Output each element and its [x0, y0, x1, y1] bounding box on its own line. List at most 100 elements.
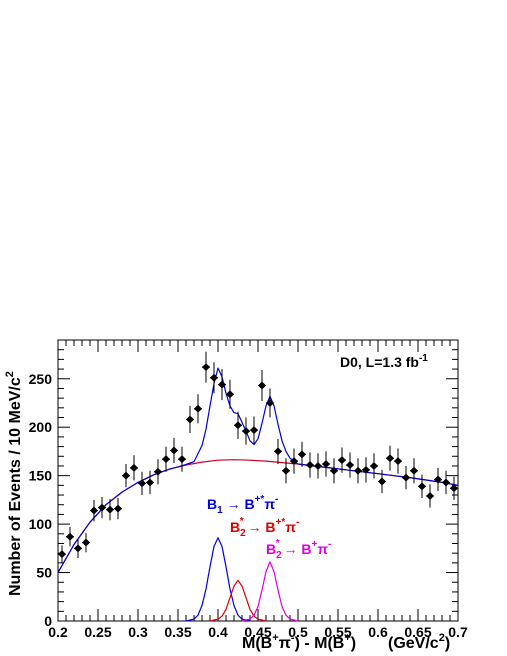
data-point — [298, 441, 306, 467]
data-point — [442, 470, 450, 495]
annotation-b2-bstar: B2* → B+*π- — [230, 516, 299, 539]
y-tick-label: 0 — [44, 613, 52, 629]
plot-frame — [57, 339, 459, 622]
point-marker — [410, 466, 418, 475]
y-tick-label: 50 — [36, 565, 52, 581]
data-point — [330, 458, 338, 484]
data-point — [346, 452, 354, 478]
y-tick-labels: 0 50 100 150 200 250 — [29, 371, 53, 629]
point-marker — [74, 544, 82, 553]
annotation-b1: B1 → B+*π- — [207, 494, 278, 516]
data-point — [434, 467, 442, 492]
x-axis-unit: (GeV/c2) — [388, 632, 450, 652]
data-point — [66, 527, 74, 547]
data-point — [74, 538, 82, 559]
y-tick-label: 250 — [29, 371, 53, 387]
point-marker — [98, 503, 106, 512]
data-point — [250, 416, 258, 444]
data-point — [218, 369, 226, 401]
x-tick-label: 0.65 — [404, 624, 431, 640]
point-marker — [346, 460, 354, 469]
data-point — [130, 455, 138, 481]
x-tick-labels: 0.2 0.25 0.3 0.35 0.4 0.45 0.5 0.55 0.6 0.65 0.7 — [48, 624, 468, 640]
data-point — [202, 351, 210, 383]
fit-curve-b2-b-pi-peak — [209, 579, 267, 622]
point-marker — [242, 427, 250, 436]
axis-ticks — [57, 339, 459, 622]
x-tick-label: 0.7 — [448, 624, 468, 640]
point-marker — [402, 473, 410, 482]
point-marker — [138, 479, 146, 488]
x-tick-label: 0.6 — [368, 624, 388, 640]
data-point — [90, 499, 98, 522]
data-point — [122, 464, 130, 488]
data-point — [426, 484, 434, 508]
point-marker — [370, 461, 378, 470]
point-marker — [338, 456, 346, 465]
point-marker — [90, 506, 98, 515]
data-point — [194, 394, 202, 424]
point-marker — [194, 404, 202, 413]
data-point — [314, 453, 322, 479]
point-marker — [130, 463, 138, 472]
x-axis-title: M(B+π-) - M(B+) — [242, 632, 356, 652]
data-point — [114, 497, 122, 520]
data-point — [186, 405, 194, 434]
point-marker — [282, 466, 290, 475]
data-points — [58, 351, 458, 563]
point-marker — [274, 447, 282, 456]
data-point — [98, 496, 106, 519]
x-tick-label: 0.35 — [164, 624, 191, 640]
point-marker — [442, 478, 450, 487]
point-marker — [394, 457, 402, 466]
x-tick-label: 0.2 — [48, 624, 68, 640]
y-tick-label: 100 — [29, 516, 53, 532]
point-marker — [210, 373, 218, 382]
data-point — [178, 446, 186, 472]
point-marker — [258, 381, 266, 390]
data-point — [146, 470, 154, 495]
point-marker — [66, 532, 74, 541]
point-marker — [170, 446, 178, 455]
point-marker — [122, 471, 130, 480]
data-point — [274, 438, 282, 465]
data-point — [370, 453, 378, 479]
data-point — [282, 458, 290, 484]
point-marker — [82, 538, 90, 547]
annotation-b2-b: B2* → B+π- — [266, 538, 331, 561]
y-tick-label: 150 — [29, 468, 53, 484]
x-tick-label: 0.3 — [128, 624, 148, 640]
point-marker — [146, 478, 154, 487]
point-marker — [314, 461, 322, 470]
x-tick-label: 0.4 — [208, 624, 228, 640]
data-point — [290, 448, 298, 474]
experiment-label: D0, L=1.3 fb-1 — [340, 353, 428, 370]
data-point — [82, 532, 90, 553]
point-marker — [266, 398, 274, 407]
point-marker — [418, 482, 426, 491]
data-point — [170, 437, 178, 464]
data-point — [162, 446, 170, 472]
point-marker — [378, 477, 386, 486]
point-marker — [58, 550, 66, 559]
x-tick-label: 0.55 — [324, 624, 351, 640]
x-tick-label: 0.5 — [288, 624, 308, 640]
data-point — [210, 362, 218, 394]
point-marker — [178, 455, 186, 464]
data-point — [234, 411, 242, 439]
point-marker — [290, 457, 298, 466]
data-point — [154, 459, 162, 485]
point-marker — [434, 475, 442, 484]
data-point — [266, 388, 274, 418]
data-point — [450, 476, 458, 500]
point-marker — [426, 492, 434, 501]
point-marker — [162, 455, 170, 464]
data-point — [226, 379, 234, 409]
y-axis-title: Number of Events / 10 MeV/c2 — [4, 371, 24, 596]
point-marker — [186, 415, 194, 424]
data-point — [362, 457, 370, 483]
fit-curve-b1-peak — [185, 537, 251, 622]
point-marker — [306, 460, 314, 469]
data-point — [394, 448, 402, 474]
data-point — [306, 452, 314, 478]
